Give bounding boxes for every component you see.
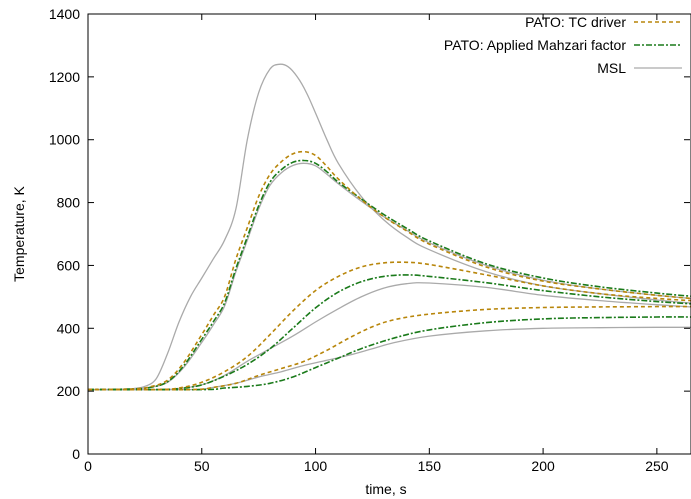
- y-tick-label-1: 200: [57, 383, 81, 399]
- series-0-curve-2: [87, 305, 691, 391]
- y-tick-label-7: 1400: [49, 6, 80, 22]
- legend-label-1: PATO: Applied Mahzari factor: [444, 37, 626, 53]
- series-2-curve-1: [87, 162, 691, 391]
- series-2-curve-2: [87, 282, 691, 391]
- y-tick-label-6: 1200: [49, 69, 80, 85]
- x-tick-label-1: 50: [194, 458, 210, 474]
- tick-layer: 0 50 100 150 200 250 0 200 400 600 800 1000 1200 1400: [49, 6, 690, 474]
- x-tick-label-2: 100: [304, 458, 328, 474]
- x-axis-label: time, s: [365, 481, 406, 497]
- y-tick-label-2: 400: [57, 320, 81, 336]
- series-1-curve-2: [87, 316, 691, 391]
- y-tick-label-0: 0: [72, 446, 80, 462]
- y-tick-label-3: 600: [57, 257, 81, 273]
- legend-label-2: MSL: [597, 60, 626, 76]
- series-0-curve-0: [87, 150, 691, 391]
- y-tick-label-4: 800: [57, 195, 81, 211]
- y-tick-label-5: 1000: [49, 132, 80, 148]
- y-axis-label: Temperature, K: [11, 185, 27, 281]
- legend-label-0: PATO: TC driver: [525, 14, 626, 30]
- legend: PATO: TC driver PATO: Applied Mahzari fac…: [444, 14, 682, 76]
- x-tick-label-3: 150: [418, 458, 442, 474]
- x-tick-label-5: 250: [645, 458, 669, 474]
- series-1-curve-0: [87, 159, 691, 391]
- plot-frame: [87, 13, 691, 455]
- series-1-curve-1: [87, 274, 691, 391]
- series-0-curve-1: [87, 261, 691, 391]
- series-layer: [87, 63, 691, 391]
- series-2-curve-3: [87, 326, 691, 391]
- series-2-curve-0: [87, 63, 691, 391]
- x-tick-label-0: 0: [84, 458, 92, 474]
- x-tick-label-4: 200: [531, 458, 555, 474]
